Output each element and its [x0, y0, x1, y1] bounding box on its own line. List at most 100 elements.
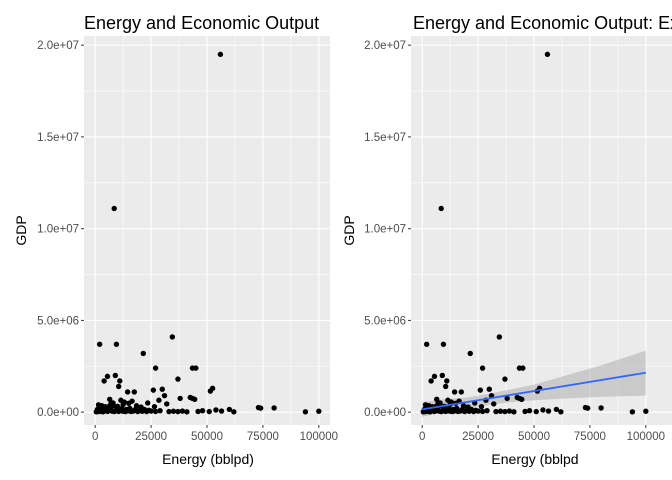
data-point [112, 372, 119, 379]
data-point [217, 51, 224, 58]
data-point [629, 409, 636, 415]
data-point [115, 383, 122, 390]
data-point [439, 372, 446, 379]
data-point [213, 407, 219, 413]
data-point [643, 408, 649, 414]
data-point [114, 403, 121, 409]
data-point [218, 408, 225, 414]
data-point [522, 408, 528, 415]
x-axis-label: Energy (bblpd) [162, 451, 254, 467]
data-point [545, 408, 552, 414]
data-point [206, 408, 212, 415]
data-point [100, 409, 106, 415]
data-point [148, 408, 154, 414]
x-axis-label: Energy (bblpd [491, 451, 578, 467]
data-point [526, 407, 533, 414]
data-point [195, 408, 201, 415]
data-point [486, 386, 492, 392]
data-point [470, 408, 477, 415]
data-point [193, 365, 199, 371]
data-point [302, 409, 309, 415]
data-point [479, 408, 486, 415]
data-point [431, 373, 438, 380]
data-point [150, 387, 157, 393]
data-point [553, 406, 560, 413]
data-point [434, 396, 440, 403]
data-point [156, 397, 162, 403]
x-tick-label: 100000 [300, 431, 338, 443]
y-tick-label: 1.0e+07 [364, 224, 406, 236]
data-point [540, 407, 546, 413]
data-point [544, 51, 551, 58]
data-point [111, 205, 117, 212]
data-point [104, 373, 111, 380]
x-tick-label: 75000 [247, 431, 279, 443]
chart-panel-1: 0 25000 50000 75000 100000 0.0e+00 5.0e+06 1.0e… [13, 13, 338, 467]
data-point [159, 386, 165, 392]
data-point [131, 389, 138, 395]
data-point [130, 408, 136, 414]
data-point [139, 408, 145, 414]
data-point [124, 389, 131, 395]
plot-panel-background [411, 36, 672, 425]
data-point [423, 341, 430, 347]
data-point [491, 401, 497, 407]
chart-title: Energy and Economic Output [84, 13, 319, 33]
data-point [138, 404, 144, 410]
data-point [110, 402, 116, 408]
data-point [440, 341, 447, 347]
chart-panel-2: 0 25000 50000 75000 100000 0.0e+00 5.0e+06 1.0e… [341, 13, 672, 467]
data-point [140, 350, 146, 357]
data-point [506, 408, 513, 414]
y-tick-label: 0.0e+00 [364, 407, 406, 419]
data-point [502, 376, 508, 382]
data-point [497, 408, 504, 414]
data-point [126, 400, 132, 407]
data-point [438, 205, 444, 212]
data-point [477, 387, 484, 393]
data-point [584, 405, 591, 411]
data-point [271, 405, 277, 411]
x-tick-label: 0 [92, 431, 98, 443]
data-point [175, 408, 181, 415]
data-point [598, 405, 604, 411]
data-point [179, 408, 186, 414]
data-point [428, 378, 434, 384]
y-axis-label: GDP [13, 215, 29, 245]
data-point [502, 408, 508, 415]
data-point [479, 365, 486, 371]
data-point [316, 408, 322, 414]
data-point [113, 341, 120, 347]
data-point [457, 408, 463, 414]
data-point [520, 365, 526, 371]
data-point [175, 376, 181, 382]
data-point [101, 378, 107, 384]
data-point [96, 341, 103, 347]
data-point [458, 389, 465, 395]
data-point [134, 408, 141, 415]
data-point [145, 400, 151, 406]
data-point [493, 408, 499, 415]
data-point [152, 408, 159, 415]
data-point [192, 396, 198, 403]
y-axis-label: GDP [341, 215, 357, 245]
y-tick-label: 1.0e+07 [37, 224, 79, 236]
x-tick-label: 50000 [518, 431, 550, 443]
data-point [231, 409, 237, 415]
data-point [207, 388, 214, 394]
data-point [169, 334, 176, 340]
trend-line [422, 371, 646, 411]
y-tick-label: 0.0e+00 [37, 407, 79, 419]
x-tick-label: 25000 [135, 431, 167, 443]
data-point [166, 408, 172, 415]
data-point [107, 396, 113, 403]
data-point [467, 350, 473, 357]
data-point [519, 396, 525, 403]
data-point [460, 403, 467, 409]
x-tick-label: 25000 [462, 431, 494, 443]
chart-title: Energy and Economic Output: Ex [413, 13, 672, 33]
data-point [504, 395, 510, 402]
data-point [184, 409, 190, 415]
data-point [177, 395, 183, 402]
y-tick-label: 5.0e+06 [364, 315, 406, 327]
